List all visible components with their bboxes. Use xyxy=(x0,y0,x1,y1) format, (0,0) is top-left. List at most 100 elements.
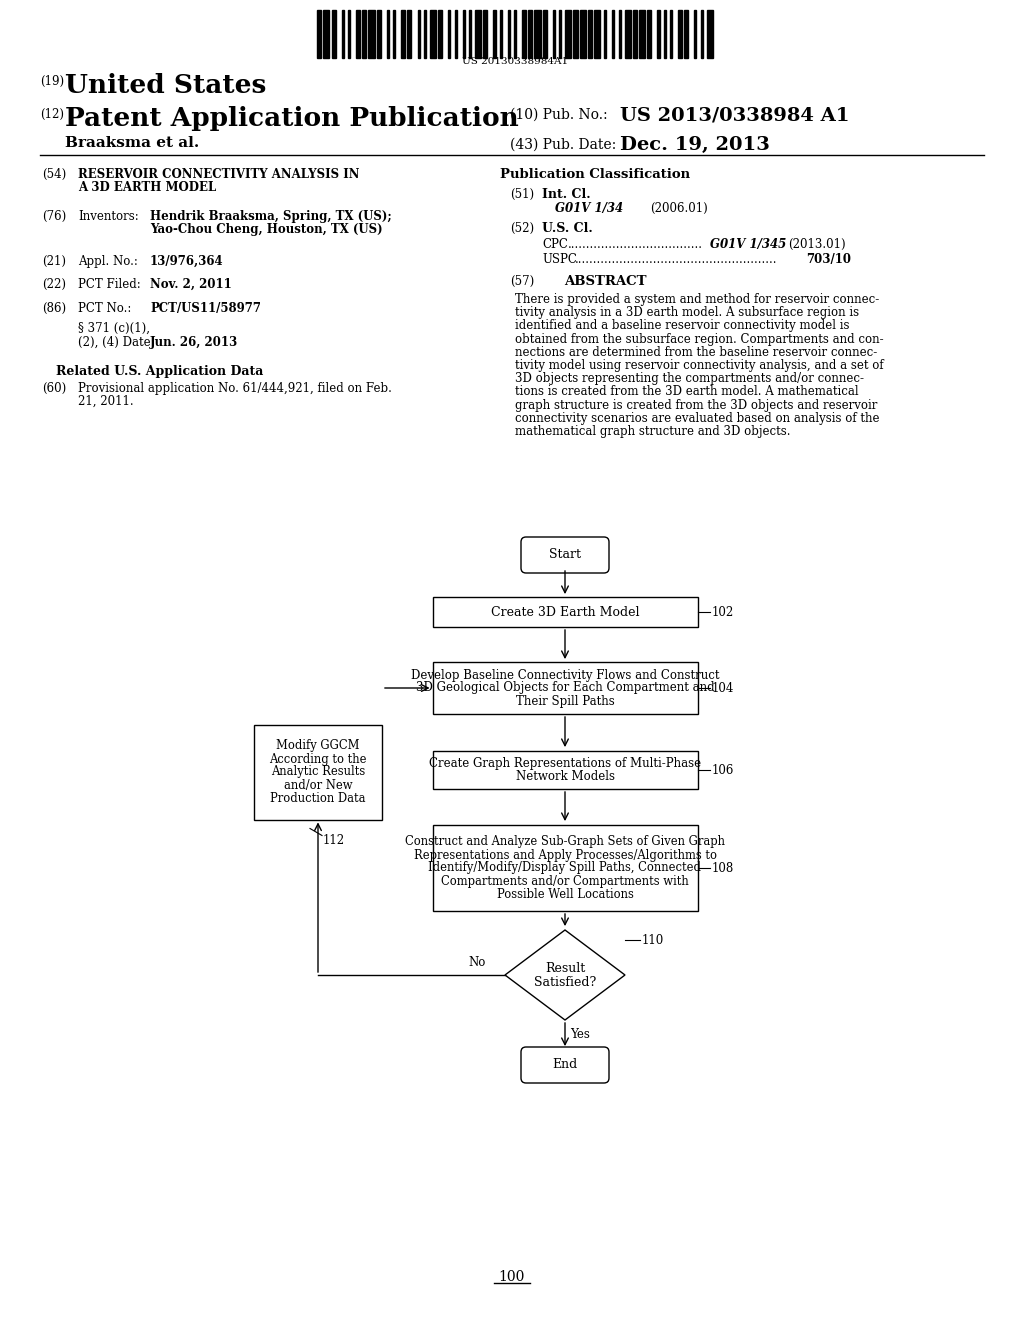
Text: (2013.01): (2013.01) xyxy=(788,238,846,251)
Bar xyxy=(625,11,631,58)
Text: PCT Filed:: PCT Filed: xyxy=(78,279,140,290)
Bar xyxy=(418,11,420,58)
Text: (2), (4) Date:: (2), (4) Date: xyxy=(78,337,155,348)
Text: (21): (21) xyxy=(42,255,66,268)
Bar xyxy=(463,11,465,58)
Text: mathematical graph structure and 3D objects.: mathematical graph structure and 3D obje… xyxy=(515,425,791,438)
Text: Their Spill Paths: Their Spill Paths xyxy=(516,694,614,708)
Bar xyxy=(604,11,606,58)
Bar xyxy=(618,11,621,58)
Text: 703/10: 703/10 xyxy=(806,253,851,267)
Text: ....................................: .................................... xyxy=(568,238,703,251)
Bar xyxy=(424,11,426,58)
Text: Provisional application No. 61/444,921, filed on Feb.: Provisional application No. 61/444,921, … xyxy=(78,381,392,395)
FancyBboxPatch shape xyxy=(521,1047,609,1082)
Text: (10) Pub. No.:: (10) Pub. No.: xyxy=(510,108,607,121)
Text: identified and a baseline reservoir connectivity model is: identified and a baseline reservoir conn… xyxy=(515,319,850,333)
Text: Network Models: Network Models xyxy=(515,770,614,783)
Text: 110: 110 xyxy=(642,933,665,946)
Bar xyxy=(700,11,702,58)
Text: End: End xyxy=(552,1059,578,1072)
Bar xyxy=(317,11,322,58)
Bar xyxy=(432,825,697,911)
Text: Int. Cl.: Int. Cl. xyxy=(542,187,591,201)
Bar xyxy=(432,751,697,789)
Bar xyxy=(377,11,381,58)
Text: US 20130338984A1: US 20130338984A1 xyxy=(462,57,568,66)
Text: Compartments and/or Compartments with: Compartments and/or Compartments with xyxy=(441,874,689,887)
Bar xyxy=(449,11,451,58)
Bar xyxy=(455,11,457,58)
Bar xyxy=(475,11,481,58)
Bar xyxy=(430,11,436,58)
Text: (2006.01): (2006.01) xyxy=(650,202,708,215)
Text: 104: 104 xyxy=(712,681,734,694)
Text: ......................................................: ........................................… xyxy=(575,253,777,267)
Bar xyxy=(678,11,682,58)
Text: (76): (76) xyxy=(42,210,67,223)
Bar xyxy=(500,11,502,58)
Text: tivity analysis in a 3D earth model. A subsurface region is: tivity analysis in a 3D earth model. A s… xyxy=(515,306,859,319)
Text: (51): (51) xyxy=(510,187,535,201)
Text: nections are determined from the baseline reservoir connec-: nections are determined from the baselin… xyxy=(515,346,878,359)
Text: Patent Application Publication: Patent Application Publication xyxy=(65,106,519,131)
Bar xyxy=(657,11,659,58)
Bar xyxy=(362,11,367,58)
Text: G01V 1/34: G01V 1/34 xyxy=(555,202,624,215)
Text: Inventors:: Inventors: xyxy=(78,210,138,223)
Bar xyxy=(639,11,645,58)
Bar xyxy=(408,11,412,58)
Text: 100: 100 xyxy=(499,1270,525,1284)
Bar xyxy=(553,11,555,58)
Text: 21, 2011.: 21, 2011. xyxy=(78,395,133,408)
Bar xyxy=(254,725,382,820)
Bar xyxy=(543,11,547,58)
Text: (60): (60) xyxy=(42,381,67,395)
Text: PCT/US11/58977: PCT/US11/58977 xyxy=(150,302,261,315)
Text: 3D Geological Objects for Each Compartment and: 3D Geological Objects for Each Compartme… xyxy=(416,681,715,694)
Bar xyxy=(647,11,651,58)
Text: (57): (57) xyxy=(510,275,535,288)
Text: Analytic Results: Analytic Results xyxy=(271,766,366,779)
Text: Satisfied?: Satisfied? xyxy=(534,975,596,989)
Text: § 371 (c)(1),: § 371 (c)(1), xyxy=(78,322,150,335)
Text: Construct and Analyze Sub-Graph Sets of Given Graph: Construct and Analyze Sub-Graph Sets of … xyxy=(406,836,725,849)
Text: United States: United States xyxy=(65,73,266,98)
Text: 3D objects representing the compartments and/or connec-: 3D objects representing the compartments… xyxy=(515,372,864,385)
Bar xyxy=(483,11,487,58)
Bar xyxy=(670,11,672,58)
Bar xyxy=(694,11,696,58)
Bar xyxy=(580,11,586,58)
Bar xyxy=(332,11,336,58)
Text: Yao-Chou Cheng, Houston, TX (US): Yao-Chou Cheng, Houston, TX (US) xyxy=(150,223,383,236)
Text: Nov. 2, 2011: Nov. 2, 2011 xyxy=(150,279,231,290)
Text: USPC: USPC xyxy=(542,253,577,267)
Bar xyxy=(494,11,496,58)
Text: Jun. 26, 2013: Jun. 26, 2013 xyxy=(150,337,239,348)
Text: Appl. No.:: Appl. No.: xyxy=(78,255,138,268)
Text: There is provided a system and method for reservoir connec-: There is provided a system and method fo… xyxy=(515,293,880,306)
Bar xyxy=(356,11,360,58)
Bar xyxy=(612,11,614,58)
Bar xyxy=(664,11,666,58)
Bar xyxy=(559,11,561,58)
Text: Create 3D Earth Model: Create 3D Earth Model xyxy=(490,606,639,619)
Text: RESERVOIR CONNECTIVITY ANALYSIS IN: RESERVOIR CONNECTIVITY ANALYSIS IN xyxy=(78,168,359,181)
Text: Representations and Apply Processes/Algorithms to: Representations and Apply Processes/Algo… xyxy=(414,849,717,862)
Text: 106: 106 xyxy=(712,763,734,776)
Text: G01V 1/345: G01V 1/345 xyxy=(710,238,786,251)
Text: (19): (19) xyxy=(40,75,65,88)
Text: Identify/Modify/Display Spill Paths, Connected: Identify/Modify/Display Spill Paths, Con… xyxy=(428,862,701,874)
Text: Possible Well Locations: Possible Well Locations xyxy=(497,887,634,900)
Bar xyxy=(438,11,442,58)
Text: Braaksma et al.: Braaksma et al. xyxy=(65,136,200,150)
Bar xyxy=(369,11,375,58)
Bar xyxy=(469,11,471,58)
Bar xyxy=(348,11,350,58)
Bar xyxy=(514,11,516,58)
Text: (12): (12) xyxy=(40,108,63,121)
Text: US 2013/0338984 A1: US 2013/0338984 A1 xyxy=(620,106,850,124)
Bar xyxy=(432,663,697,714)
Text: Start: Start xyxy=(549,549,581,561)
Bar xyxy=(342,11,344,58)
